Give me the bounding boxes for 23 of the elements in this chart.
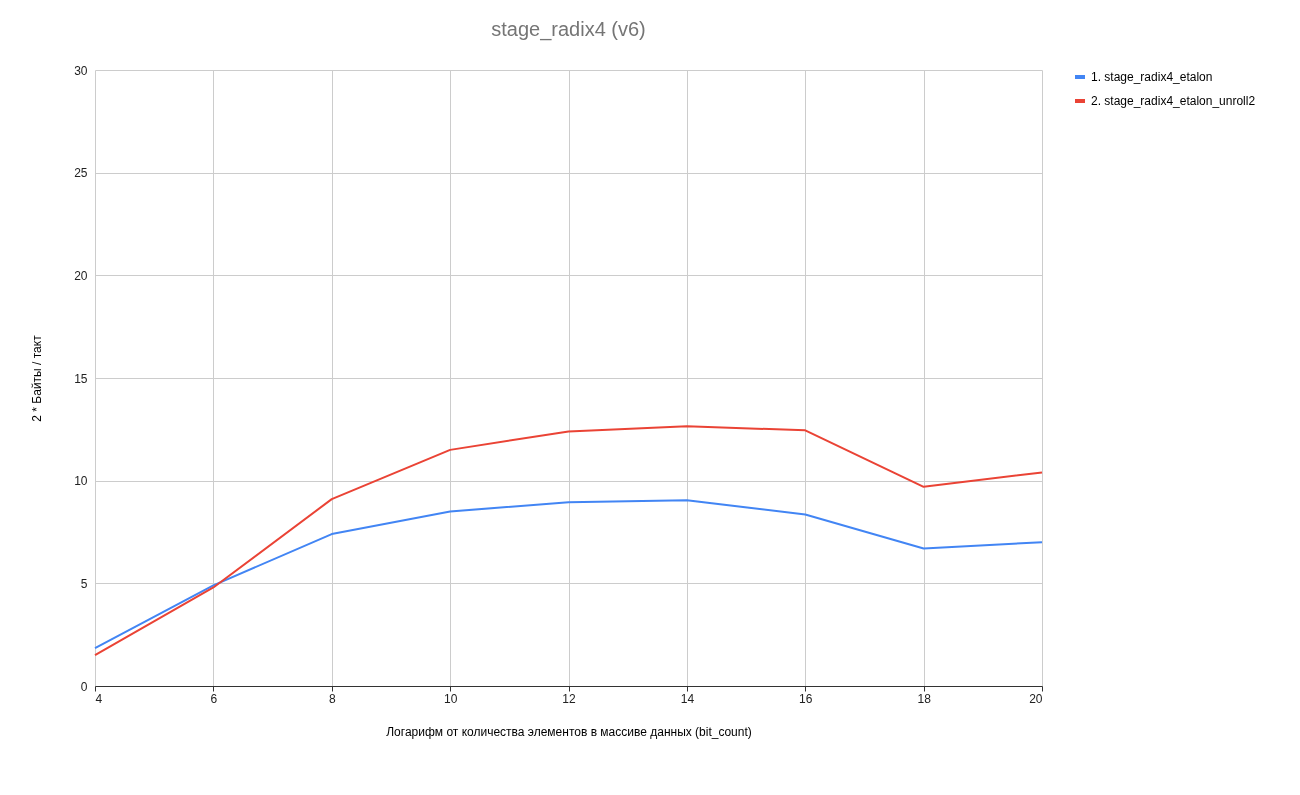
x-axis-title: Логарифм от количества элементов в массиве данных (bit_count)	[386, 724, 752, 739]
y-tick-label: 5	[80, 576, 88, 591]
y-tick-label: 15	[74, 371, 88, 386]
line-series	[94, 499, 1043, 650]
x-tick-label: 12	[562, 691, 576, 706]
x-tick-label: 8	[328, 691, 336, 706]
y-tick-label: 25	[74, 166, 88, 181]
chart-title: stage_radix4 (v6)	[491, 18, 646, 41]
y-tick-label: 20	[74, 268, 88, 283]
y-axis-title: 2 * Байты / такт	[30, 334, 45, 422]
y-tick-label: 30	[74, 63, 88, 78]
y-tick-label: 10	[74, 474, 88, 489]
line-series	[94, 425, 1043, 657]
x-tick-label: 20	[1029, 691, 1043, 706]
x-tick-label: 18	[917, 691, 932, 706]
legend-label: 2. stage_radix4_etalon_unroll2	[1091, 94, 1256, 108]
x-tick-label: 6	[210, 691, 218, 706]
x-tick-label: 4	[95, 691, 103, 706]
x-tick-label: 16	[799, 691, 813, 706]
x-tick-label: 14	[680, 691, 695, 706]
legend-label: 1. stage_radix4_etalon	[1091, 70, 1213, 84]
x-tick-label: 10	[443, 691, 458, 706]
y-tick-label: 0	[80, 679, 88, 694]
